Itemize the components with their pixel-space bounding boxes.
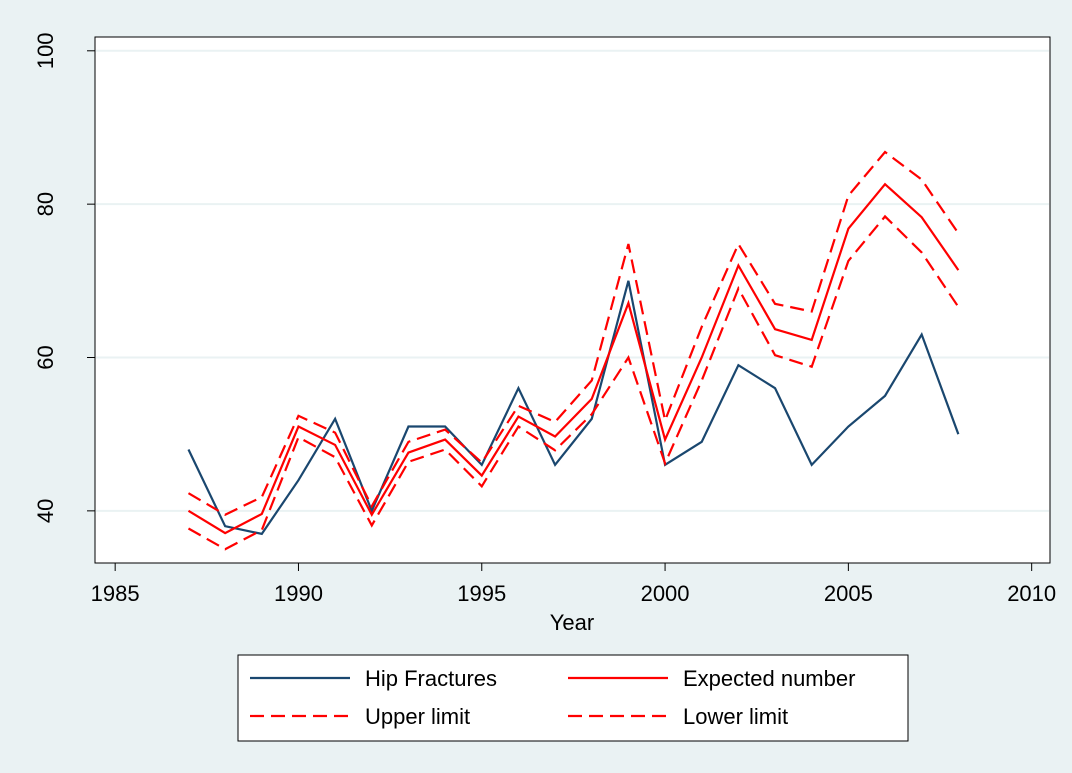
x-tick-label: 1985 bbox=[91, 581, 140, 606]
legend-label: Hip Fractures bbox=[365, 666, 497, 691]
series-line bbox=[187, 280, 960, 536]
series-line bbox=[187, 150, 960, 516]
x-tick-label: 2000 bbox=[641, 581, 690, 606]
y-tick-label: 100 bbox=[33, 32, 58, 69]
x-tick-label: 2005 bbox=[824, 581, 873, 606]
y-tick-label: 80 bbox=[33, 192, 58, 216]
series-line bbox=[187, 182, 960, 535]
x-axis-label: Year bbox=[550, 610, 594, 635]
x-tick-label: 1995 bbox=[457, 581, 506, 606]
y-tick-label: 60 bbox=[33, 345, 58, 369]
y-tick-label: 40 bbox=[33, 499, 58, 523]
plot-area bbox=[94, 36, 1051, 564]
legend-label: Expected number bbox=[683, 666, 855, 691]
legend-label: Lower limit bbox=[683, 704, 788, 729]
legend-label: Upper limit bbox=[365, 704, 470, 729]
x-tick-label: 1990 bbox=[274, 581, 323, 606]
legend-box bbox=[237, 654, 909, 742]
x-tick-label: 2010 bbox=[1007, 581, 1056, 606]
